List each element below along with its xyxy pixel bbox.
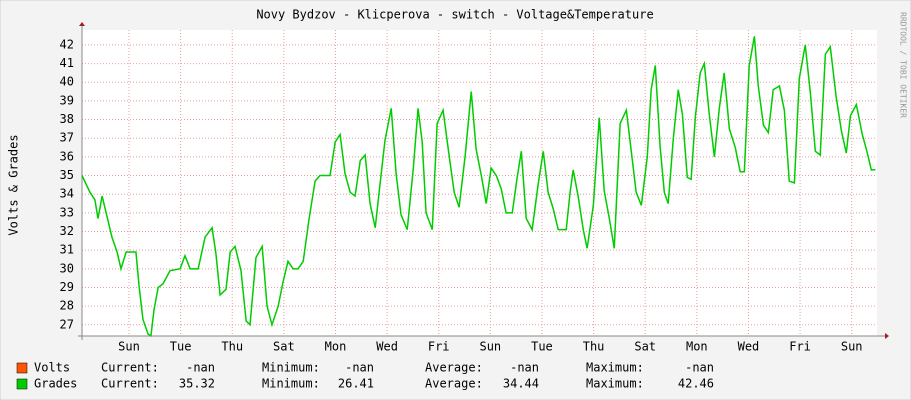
y-tick-label: 28	[60, 299, 74, 313]
watermark: RRDTOOL / TOBI OETIKER	[899, 12, 908, 118]
legend-stat-value: -nan	[685, 361, 714, 375]
x-tick-label: Tue	[170, 340, 192, 354]
legend-stat-label: Minimum:	[262, 377, 320, 391]
x-tick-label: Thu	[221, 340, 243, 354]
y-tick-label: 27	[60, 317, 74, 331]
x-tick-label: Sun	[841, 340, 863, 354]
axis-arrow	[79, 22, 85, 26]
legend-stat-value: -nan	[186, 361, 215, 375]
y-tick-label: 39	[60, 93, 74, 107]
x-tick-label: Sun	[479, 340, 501, 354]
x-tick-label: Sat	[634, 340, 656, 354]
y-tick-label: 42	[60, 37, 74, 51]
chart-title: Novy Bydzov - Klicperova - switch - Volt…	[256, 8, 653, 22]
legend-stat-label: Current:	[101, 361, 159, 375]
legend-stat-label: Minimum:	[262, 361, 320, 375]
legend-stat-value: 42.46	[678, 377, 714, 391]
legend-stat-value: -nan	[510, 361, 539, 375]
x-tick-label: Fri	[789, 340, 811, 354]
legend-stat-label: Maximum:	[586, 361, 644, 375]
y-tick-label: 32	[60, 224, 74, 238]
data-line	[81, 36, 876, 338]
legend-swatch	[16, 362, 28, 374]
y-axis-label: Volts & Grades	[7, 134, 21, 235]
x-tick-label: Sun	[118, 340, 140, 354]
y-tick-label: 40	[60, 75, 74, 89]
x-tick-label: Fri	[428, 340, 450, 354]
y-tick-label: 38	[60, 112, 74, 126]
x-tick-label: Sat	[273, 340, 295, 354]
y-tick-label: 34	[60, 187, 74, 201]
legend-stat-value: 26.41	[338, 377, 374, 391]
legend-stat-value: -nan	[345, 361, 374, 375]
y-tick-label: 37	[60, 131, 74, 145]
x-tick-label: Tue	[531, 340, 553, 354]
x-tick-label: Thu	[583, 340, 605, 354]
legend-stat-label: Average:	[425, 361, 483, 375]
y-tick-label: 41	[60, 56, 74, 70]
y-tick-label: 36	[60, 149, 74, 163]
legend-label: Volts	[34, 361, 70, 375]
legend-swatch	[16, 378, 28, 390]
legend-stat-label: Average:	[425, 377, 483, 391]
y-tick-label: 31	[60, 243, 74, 257]
legend-label: Grades	[34, 377, 77, 391]
x-tick-label: Wed	[376, 340, 398, 354]
x-tick-label: Mon	[325, 340, 347, 354]
axis-arrow	[885, 333, 889, 339]
legend-stat-label: Current:	[101, 377, 159, 391]
y-tick-label: 35	[60, 168, 74, 182]
legend-stat-value: 34.44	[503, 377, 539, 391]
x-tick-label: Mon	[686, 340, 708, 354]
y-tick-label: 29	[60, 280, 74, 294]
legend-stat-value: 35.32	[179, 377, 215, 391]
y-tick-label: 33	[60, 205, 74, 219]
y-tick-label: 30	[60, 261, 74, 275]
plot-area	[82, 30, 877, 336]
x-tick-label: Wed	[738, 340, 760, 354]
legend-stat-label: Maximum:	[586, 377, 644, 391]
